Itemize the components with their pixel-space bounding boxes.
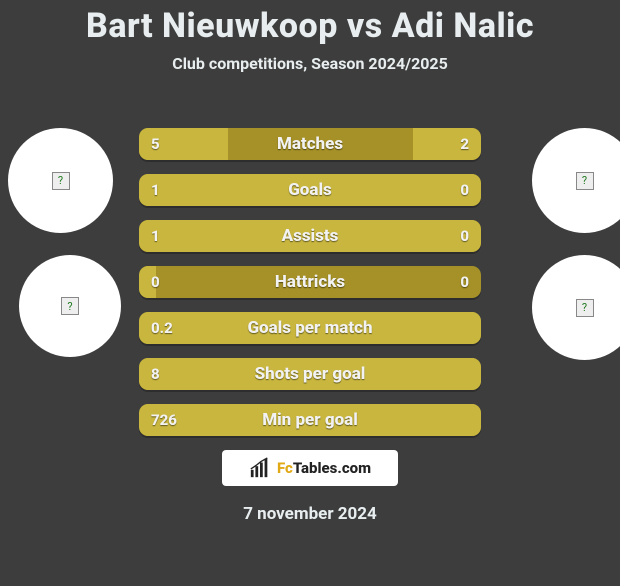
player1-club-avatar: ? [19, 255, 121, 357]
stat-label: Shots per goal [139, 358, 481, 390]
placeholder-icon: ? [576, 299, 594, 317]
brand-prefix: Fc [277, 459, 293, 477]
stat-left-value: 8 [151, 358, 160, 390]
stat-left-value: 726 [151, 404, 177, 436]
stat-label: Assists [139, 220, 481, 252]
stats-chart: Matches52Goals10Assists10Hattricks00Goal… [139, 128, 481, 436]
stat-label: Goals per match [139, 312, 481, 344]
stat-right-value: 0 [460, 266, 469, 298]
stat-label: Matches [139, 128, 481, 160]
stat-label: Min per goal [139, 404, 481, 436]
stat-row: Shots per goal8 [139, 358, 481, 390]
stat-row: Goals per match0.2 [139, 312, 481, 344]
brand-text: FcTables.com [277, 459, 371, 477]
stat-row: Matches5 2 [139, 128, 481, 160]
player2-club-avatar: ? [532, 255, 620, 360]
stat-row: Goals1 0 [139, 174, 481, 206]
stat-left-value: 0 [151, 266, 160, 298]
chart-icon [249, 457, 271, 479]
stat-left-value: 1 [151, 220, 160, 252]
stat-right-value: 0 [460, 174, 469, 206]
stat-left-value: 0.2 [151, 312, 173, 344]
page-title: Bart Nieuwkoop vs Adi Nalic [0, 6, 620, 46]
brand-suffix: Tables.com [293, 459, 371, 477]
stat-right-value: 0 [460, 220, 469, 252]
stat-row: Hattricks0 0 [139, 266, 481, 298]
date-label: 7 november 2024 [0, 504, 620, 524]
brand-badge: FcTables.com [222, 450, 398, 486]
page-subtitle: Club competitions, Season 2024/2025 [0, 54, 620, 73]
stat-left-value: 1 [151, 174, 160, 206]
stat-row: Min per goal726 [139, 404, 481, 436]
stat-left-value: 5 [151, 128, 160, 160]
stat-right-value: 2 [460, 128, 469, 160]
stat-row: Assists1 0 [139, 220, 481, 252]
placeholder-icon: ? [52, 172, 70, 190]
placeholder-icon: ? [61, 297, 79, 315]
stat-label: Goals [139, 174, 481, 206]
stat-label: Hattricks [139, 266, 481, 298]
player1-avatar: ? [8, 128, 113, 233]
player2-avatar: ? [532, 128, 620, 233]
placeholder-icon: ? [576, 172, 594, 190]
